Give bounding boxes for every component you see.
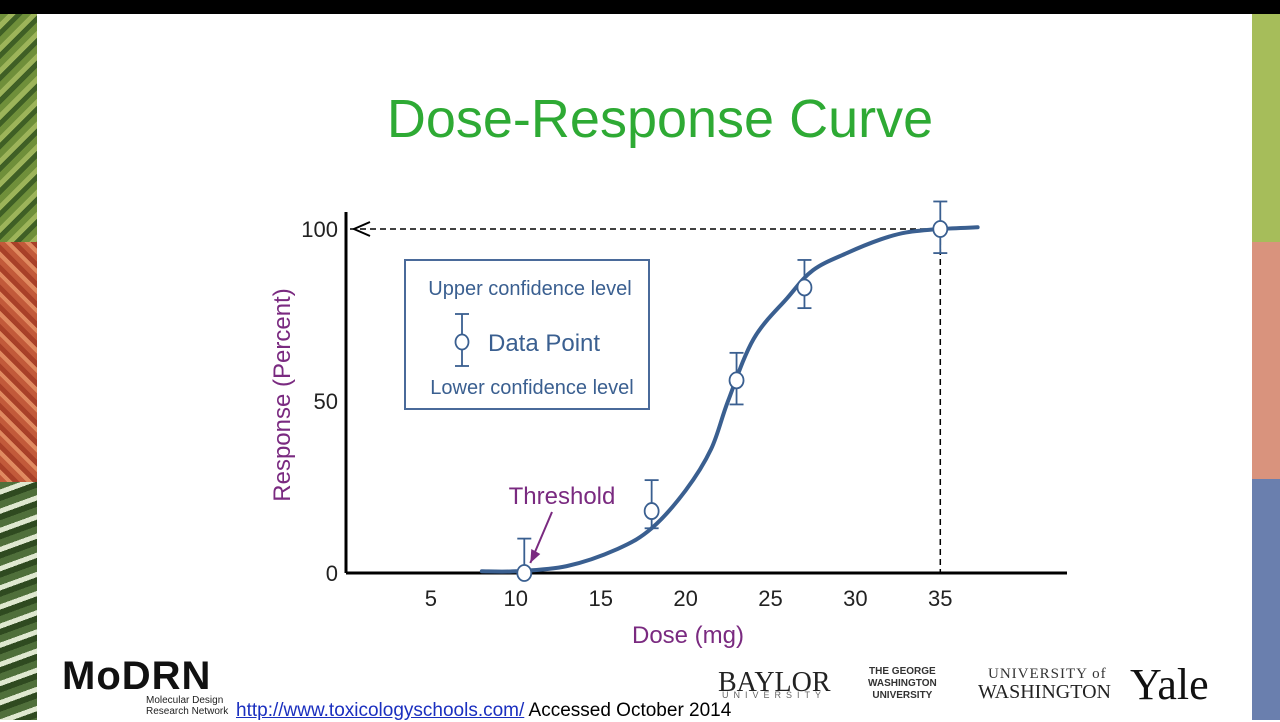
yale-logo: Yale	[1130, 660, 1209, 709]
threshold-annotation: Threshold	[509, 483, 616, 510]
uw-logo-bottom: WASHINGTON	[978, 681, 1111, 703]
x-tick-label: 25	[758, 586, 782, 611]
gwu-line-3: UNIVERSITY	[872, 690, 933, 701]
data-point	[796, 278, 813, 297]
x-tick-label: 15	[588, 586, 612, 611]
fern-image	[0, 14, 37, 242]
modrn-subtitle-line-2: Research Network	[146, 706, 229, 717]
salmon-band	[1252, 242, 1280, 479]
top-bar	[0, 0, 1280, 14]
reference-arrow-head	[351, 221, 371, 237]
uw-logo-top: UNIVERSITY of	[988, 666, 1107, 682]
leaves-image	[0, 242, 37, 482]
green-band	[1252, 14, 1280, 242]
modrn-wordmark: MoDRN	[62, 654, 212, 698]
x-tick-label: 30	[843, 586, 867, 611]
data-point	[643, 502, 660, 520]
modrn-subtitle: Molecular Design Research Network	[146, 695, 228, 717]
left-decorative-strip	[0, 14, 37, 720]
modrn-logo: MoDRN Molecular Design Research Network	[62, 648, 238, 720]
right-decorative-strip	[1252, 14, 1280, 720]
legend-lower-confidence-label: Lower confidence level	[430, 377, 633, 399]
x-tick-label: 35	[928, 586, 952, 611]
data-point	[728, 371, 745, 390]
legend-box	[404, 259, 650, 410]
footer-url-link[interactable]: http://www.toxicologyschools.com/	[236, 700, 525, 721]
dose-response-curve	[479, 225, 980, 574]
baylor-logo: BAYLOR	[718, 667, 831, 698]
legend-data-point-label: Data Point	[488, 330, 600, 357]
threshold-arrow-head	[530, 549, 541, 563]
x-tick-label: 10	[504, 586, 528, 611]
gwu-line-1: THE GEORGE	[869, 666, 936, 677]
x-tick-label: 5	[425, 586, 437, 611]
blue-band	[1252, 479, 1280, 720]
slide-title: Dose-Response Curve	[386, 89, 934, 149]
x-tick-label: 20	[673, 586, 697, 611]
footer-citation: http://www.toxicologyschools.com/ Access…	[236, 700, 731, 722]
legend-data-point-marker	[454, 333, 470, 351]
gwu-line-2: WASHINGTON	[868, 678, 937, 689]
y-tick-label: 100	[301, 217, 338, 242]
gwu-logo: THE GEORGE WASHINGTON UNIVERSITY	[868, 666, 937, 702]
y-axis-label: Response (Percent)	[269, 288, 296, 501]
legend-upper-confidence-label: Upper confidence level	[428, 278, 631, 300]
data-point	[516, 564, 533, 582]
tree-image	[0, 482, 37, 720]
baylor-logo-subtitle: UNIVERSITY	[722, 690, 827, 700]
y-tick-label: 50	[314, 389, 338, 414]
data-point	[932, 220, 949, 238]
modrn-subtitle-line-1: Molecular Design	[146, 695, 224, 706]
x-axis-label: Dose (mg)	[632, 622, 744, 649]
y-tick-label: 0	[326, 561, 338, 586]
footer-accessed-note: Accessed October 2014	[524, 700, 732, 721]
